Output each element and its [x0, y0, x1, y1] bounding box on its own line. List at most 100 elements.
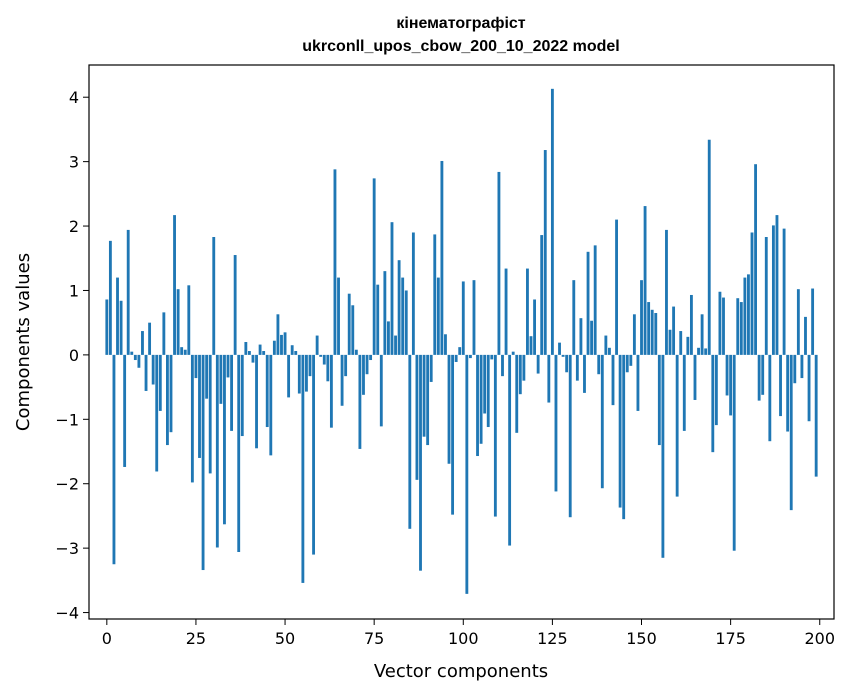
bar: [593, 245, 597, 355]
y-tick-label: 2: [69, 217, 79, 236]
bar: [693, 354, 697, 400]
y-tick-label: −1: [55, 410, 79, 429]
bar: [379, 354, 383, 427]
bar: [636, 354, 640, 411]
bar: [126, 229, 130, 355]
bar: [558, 342, 561, 355]
x-axis-label: Vector components: [374, 661, 548, 682]
bar: [811, 288, 815, 355]
bar: [686, 336, 690, 355]
bar: [255, 354, 258, 449]
bar: [390, 222, 394, 355]
bar: [764, 237, 768, 355]
bar: [354, 349, 358, 355]
bar: [429, 354, 433, 382]
bar: [340, 354, 344, 406]
bar: [768, 354, 772, 442]
bar: [796, 289, 800, 355]
bar: [344, 354, 348, 377]
bar: [643, 206, 647, 355]
y-tick-label: 3: [69, 153, 79, 172]
bar: [444, 334, 447, 355]
bar: [233, 255, 237, 355]
bar: [148, 322, 152, 355]
bar: [440, 160, 444, 355]
bar: [433, 234, 437, 355]
bar: [654, 313, 658, 355]
x-tick-label: 75: [364, 629, 384, 648]
bar: [387, 321, 390, 355]
bar: [682, 354, 686, 431]
x-tick-label: 100: [448, 629, 479, 648]
bar: [665, 229, 668, 355]
bar: [522, 354, 526, 381]
bar: [151, 354, 155, 385]
bar: [533, 299, 536, 355]
bar: [554, 354, 558, 492]
x-tick-label: 25: [186, 629, 206, 648]
bar: [483, 354, 487, 414]
bar: [572, 280, 576, 355]
bar: [230, 354, 234, 431]
bar: [208, 354, 212, 474]
bar: [226, 354, 230, 378]
bar: [141, 331, 144, 355]
bar: [689, 294, 693, 355]
bar: [697, 347, 700, 355]
bar: [543, 150, 547, 355]
bar: [479, 354, 483, 444]
bars-group: [105, 88, 818, 594]
bar: [618, 354, 622, 508]
bar: [244, 342, 248, 355]
bar: [486, 354, 490, 428]
bar: [158, 354, 162, 411]
bar: [575, 354, 579, 381]
bar: [729, 354, 733, 416]
bar: [362, 354, 365, 395]
bar: [383, 271, 387, 355]
bar: [775, 215, 779, 355]
y-axis-ticks: −4 −3 −2 −1 0 1 2 3 4: [55, 88, 89, 623]
y-tick-label: 4: [69, 88, 79, 107]
y-tick-label: 1: [69, 281, 79, 300]
bar: [426, 354, 430, 446]
bar: [565, 354, 569, 373]
bar: [725, 354, 729, 396]
bar: [319, 354, 323, 357]
bar: [747, 274, 750, 355]
bar: [422, 354, 426, 437]
bar: [130, 351, 134, 355]
bar: [736, 298, 740, 355]
bar: [661, 354, 665, 558]
chart-subtitle: ukrconll_upos_cbow_200_10_2022 model: [302, 38, 619, 55]
bar: [369, 354, 373, 361]
chart-title: кінематографіст: [396, 15, 525, 32]
bar: [657, 354, 661, 446]
bar: [550, 88, 554, 355]
bar: [401, 277, 405, 355]
bar: [454, 354, 458, 362]
bar: [105, 299, 109, 355]
bar: [215, 354, 219, 548]
bar: [133, 354, 137, 361]
bar: [750, 232, 754, 355]
x-tick-label: 200: [804, 629, 835, 648]
bar: [376, 284, 380, 355]
bar: [461, 281, 465, 355]
bar: [739, 302, 743, 355]
bar: [472, 280, 476, 355]
bar: [394, 335, 397, 355]
x-axis-ticks: 0 25 50 75 100 125 150 175 200: [102, 619, 835, 648]
bar: [547, 354, 551, 403]
bar: [515, 354, 519, 433]
bar: [194, 354, 198, 379]
bar: [116, 277, 119, 355]
bar: [347, 293, 351, 355]
bar: [180, 347, 184, 355]
bar: [166, 354, 169, 446]
bar: [536, 354, 540, 374]
x-tick-label: 150: [626, 629, 657, 648]
y-tick-label: −3: [55, 539, 79, 558]
bar: [647, 302, 651, 355]
bar: [743, 277, 747, 355]
